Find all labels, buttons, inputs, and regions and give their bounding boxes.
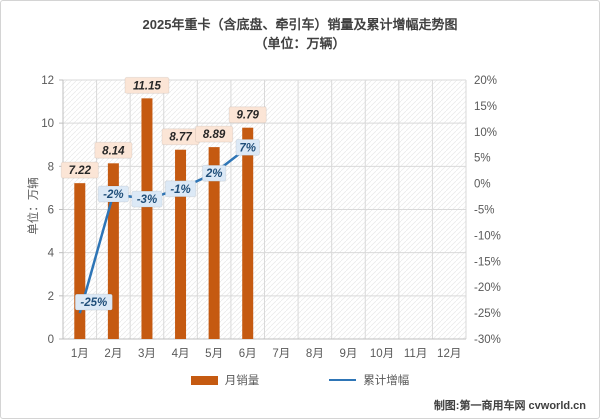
legend-item-monthly-sales: 月销量: [190, 372, 260, 388]
bar-value-labels: 7.22 8.14 11.15 8.77 8.89 9.79: [60, 76, 267, 179]
bar-2月: [107, 163, 119, 339]
bar-5月: [208, 147, 220, 339]
line-label: -2%: [103, 189, 123, 201]
right-axis-tick: 15%: [474, 101, 497, 113]
line-label-box: [131, 190, 163, 208]
x-axis-month-label: 6月: [239, 348, 257, 360]
legend-label-cumulative-growth: 累计增幅: [363, 375, 410, 387]
bar-label: 9.79: [237, 110, 260, 122]
bar-label-box: [228, 106, 267, 124]
left-axis-tick: 10: [41, 118, 54, 130]
x-axis-month-label: 12月: [437, 348, 461, 360]
line-label: 7%: [239, 142, 256, 154]
left-axis-tick: 6: [48, 205, 54, 217]
left-axis-tick: 8: [48, 161, 54, 173]
x-axis-month-label: 4月: [172, 348, 190, 360]
line-label-box: [235, 138, 261, 156]
bar-6月: [242, 127, 254, 340]
bars-series: [74, 98, 254, 340]
bar-label: 7.22: [69, 165, 92, 177]
legend: 月销量 累计增幅: [1, 372, 599, 388]
bar-3月: [141, 98, 153, 340]
left-axis-tick: 0: [48, 334, 54, 346]
credit-text: 制图:第一商用车网 cvworld.cn: [433, 400, 586, 412]
line-label-box: [74, 293, 113, 311]
x-axis-month-label: 11月: [404, 348, 427, 360]
bar-label-box: [195, 125, 234, 143]
right-axis-tick: -5%: [474, 205, 494, 217]
line-label-box: [97, 185, 130, 203]
x-axis-month-label: 8月: [306, 348, 324, 360]
x-axis-month-label: 9月: [340, 348, 358, 360]
left-axis-tick: 12: [41, 75, 54, 87]
x-axis-month-label: 3月: [138, 348, 156, 360]
left-axis-tick: 2: [48, 291, 54, 303]
line-label: -25%: [80, 297, 107, 309]
chart-subtitle: （单位：万辆）: [254, 36, 346, 51]
bar-1月: [74, 183, 86, 339]
right-axis-tick: -10%: [474, 230, 501, 242]
x-axis-month-label: 10月: [370, 348, 394, 360]
line-label: -1%: [170, 184, 190, 196]
right-axis-tick: 5%: [474, 153, 491, 165]
x-axis-month-label: 1月: [71, 348, 89, 360]
line-label-box: [201, 164, 227, 182]
bar-label-box: [60, 161, 99, 179]
line-label-box: [164, 180, 197, 198]
line-legend-swatch-icon: [329, 379, 357, 381]
bar-label: 8.77: [169, 132, 192, 144]
right-axis-tick: -30%: [474, 334, 501, 346]
line-label: 2%: [205, 168, 223, 180]
chart-title-block: 2025年重卡（含底盘、牵引车）销量及累计增幅走势图 （单位：万辆）: [1, 15, 599, 53]
axis-tick-labels: 12 10 8 6 4 2 0 20% 15% 10% 5% 0% -5% -10% -15% -20% -25…: [41, 75, 501, 360]
right-axis-tick: -15%: [474, 256, 501, 268]
bar-label: 8.14: [102, 145, 125, 157]
left-axis-tick: 4: [48, 248, 55, 260]
chart-title: 2025年重卡（含底盘、牵引车）销量及累计增幅走势图: [142, 17, 458, 32]
legend-item-cumulative-growth: 累计增幅: [329, 372, 409, 388]
right-axis-tick: 20%: [474, 75, 497, 87]
bar-4月: [175, 149, 187, 339]
legend-label-monthly-sales: 月销量: [224, 375, 260, 387]
x-axis-month-label: 2月: [104, 348, 122, 360]
right-axis-tick: -20%: [474, 282, 501, 294]
line-value-labels: -25% -2% -3% -1% 2% 7%: [74, 138, 261, 311]
right-axis-tick: 0%: [474, 179, 491, 191]
right-axis-tick: 10%: [474, 127, 497, 139]
right-axis-tick: -25%: [474, 308, 501, 320]
x-axis-month-label: 7月: [272, 348, 290, 360]
bar-label: 8.89: [203, 129, 226, 141]
bar-label: 11.15: [133, 80, 162, 92]
line-label: -3%: [137, 194, 157, 206]
bar-label-box: [94, 141, 133, 159]
bar-label-box: [124, 76, 170, 94]
x-axis-month-label: 5月: [205, 348, 223, 360]
bar-legend-swatch-icon: [190, 375, 218, 385]
